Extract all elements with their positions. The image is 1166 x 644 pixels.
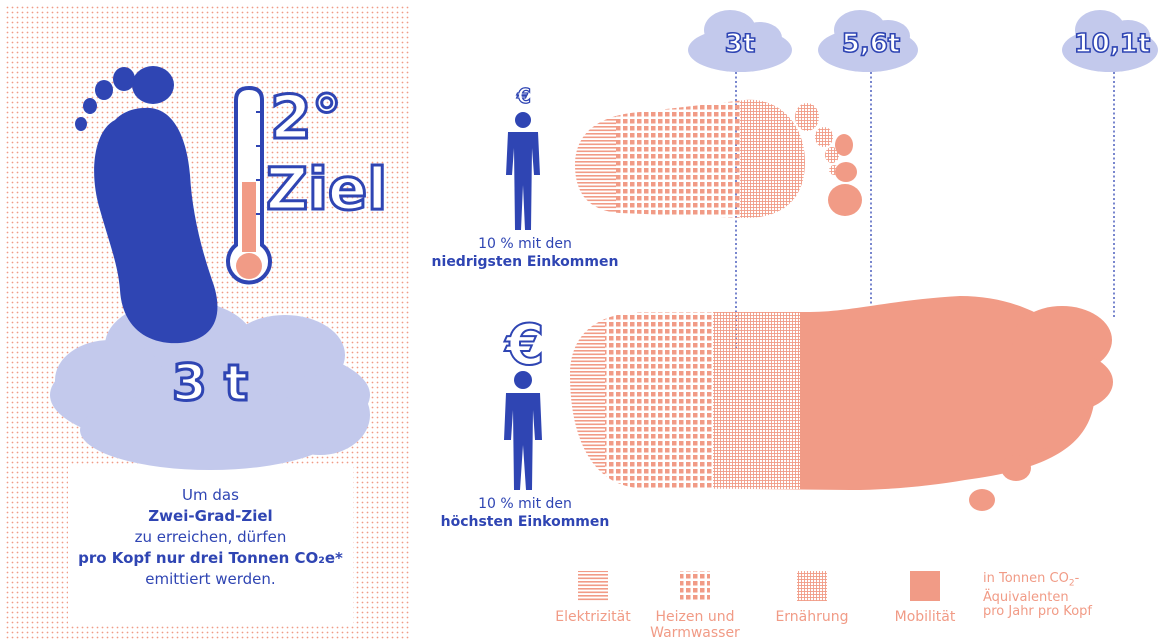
legend-swatch-heating [680, 571, 710, 601]
temperature-label: 2° [269, 87, 344, 150]
cloud-label-5-6t-text: 5,6t [841, 28, 901, 60]
legend-electricity-text: Elektrizität [555, 609, 631, 625]
group-low-line2: niedrigsten Einkommen [431, 254, 619, 270]
legend-label-electricity: Elektrizität [543, 609, 643, 625]
legend-label-heating: Heizen und Warmwasser [645, 609, 745, 641]
cloud-value-text: 3 t [170, 354, 249, 412]
unit-line2: Äquivalenten [983, 589, 1069, 605]
goal-text: Ziel [264, 155, 388, 223]
cloud-label-3t-text: 3t [724, 28, 756, 60]
euro-large-text: € [505, 313, 546, 378]
legend-heating-line1: Heizen und [655, 609, 735, 625]
footprint-high-income [570, 296, 1113, 511]
legend-swatch-food [797, 571, 827, 601]
legend-heating-line2: Warmwasser [650, 625, 740, 641]
euro-small-text: € [516, 83, 531, 108]
cloud-label-3t: 3t [700, 28, 780, 61]
legend-swatch-electricity [578, 571, 608, 601]
unit-label: in Tonnen CO2- Äquivalenten pro Jahr pro… [983, 572, 1133, 619]
legend-mobility-text: Mobilität [894, 609, 956, 625]
cloud-left [50, 300, 370, 470]
legend-label-mobility: Mobilität [875, 609, 975, 625]
group-label-low: 10 % mit den niedrigsten Einkommen [425, 235, 625, 271]
goal-text-line1: Um das [182, 486, 239, 504]
temperature-value: 2° [269, 83, 344, 153]
euro-icon-large: € [495, 317, 555, 375]
unit-line1: in Tonnen CO2- [983, 571, 1080, 589]
group-low-line1: 10 % mit den [478, 236, 572, 252]
text-box [68, 465, 353, 625]
thermometer-icon [226, 85, 272, 285]
group-high-line1: 10 % mit den [478, 496, 572, 512]
cloud-label-10-1t: 10,1t [1062, 28, 1162, 61]
cloud-5-6t [818, 10, 918, 72]
group-label-high: 10 % mit den höchsten Einkommen [425, 495, 625, 531]
cloud-label-10-1t-text: 10,1t [1073, 28, 1151, 60]
goal-text-line3: zu erreichen, dürfen [134, 528, 287, 546]
goal-label: Ziel [264, 159, 388, 220]
footprint-blue [75, 66, 218, 344]
goal-text-line2: Zwei-Grad-Ziel [148, 507, 273, 525]
goal-text-line4: pro Kopf nur drei Tonnen CO₂e* [78, 549, 343, 567]
cloud-10-1t [1062, 10, 1158, 72]
unit-line3: pro Jahr pro Kopf [983, 603, 1092, 619]
euro-icon-small: € [514, 83, 534, 109]
legend-swatch-mobility [910, 571, 940, 601]
group-high-line2: höchsten Einkommen [440, 514, 610, 530]
legend-label-food: Ernährung [762, 609, 862, 625]
person-icon-low [506, 112, 540, 230]
footprint-low-income [575, 99, 862, 218]
cloud-label-5-6t: 5,6t [826, 28, 916, 61]
goal-text-line5: emittiert werden. [145, 570, 276, 588]
person-icon-high [504, 371, 542, 490]
cloud-value-left: 3 t [150, 357, 270, 410]
cloud-3t [688, 10, 792, 72]
goal-description: Um das Zwei-Grad-Ziel zu erreichen, dürf… [68, 485, 353, 590]
legend-food-text: Ernährung [775, 609, 849, 625]
